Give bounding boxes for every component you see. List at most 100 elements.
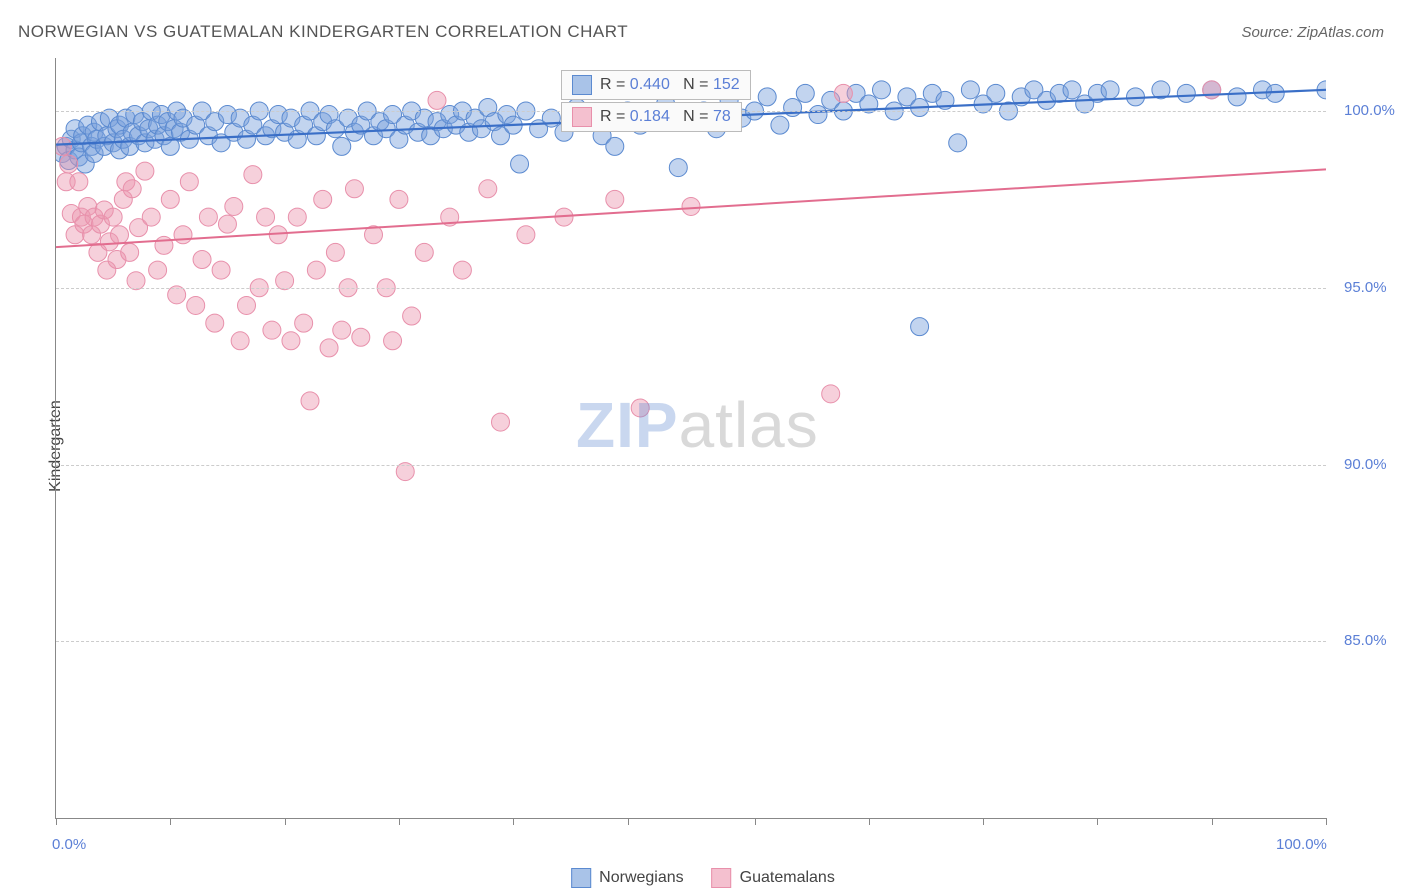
scatter-point (136, 162, 154, 180)
scatter-point (155, 236, 173, 254)
legend-text: R = 0.440 N = 152 (600, 76, 740, 94)
scatter-point (142, 208, 160, 226)
legend-item: Guatemalans (712, 868, 835, 888)
scatter-point (231, 332, 249, 350)
x-tick (170, 818, 171, 825)
x-tick-label: 0.0% (52, 836, 86, 853)
y-tick-label: 90.0% (1344, 456, 1387, 473)
legend-label: Guatemalans (740, 869, 835, 887)
gridline (56, 288, 1326, 289)
legend-text: R = 0.184 N = 78 (600, 108, 731, 126)
scatter-point (238, 296, 256, 314)
x-tick (628, 818, 629, 825)
plot-area: ZIPatlas 85.0%90.0%95.0%100.0%0.0%100.0%… (55, 58, 1326, 819)
scatter-point (282, 332, 300, 350)
correlation-legend: R = 0.184 N = 78 (561, 102, 742, 132)
scatter-point (104, 208, 122, 226)
scatter-point (180, 173, 198, 191)
gridline (56, 465, 1326, 466)
scatter-point (873, 81, 891, 99)
scatter-point (187, 296, 205, 314)
scatter-point (60, 155, 78, 173)
scatter-point (206, 314, 224, 332)
legend-swatch (572, 75, 592, 95)
scatter-point (771, 116, 789, 134)
scatter-point (295, 314, 313, 332)
scatter-point (428, 91, 446, 109)
legend-item: Norwegians (571, 868, 683, 888)
scatter-point (682, 197, 700, 215)
scatter-point (56, 137, 71, 155)
y-tick-label: 85.0% (1344, 632, 1387, 649)
scatter-point (225, 197, 243, 215)
correlation-legend: R = 0.440 N = 152 (561, 70, 751, 100)
x-tick (56, 818, 57, 825)
scatter-point (199, 208, 217, 226)
bottom-legend: Norwegians Guatemalans (571, 868, 835, 888)
scatter-point (758, 88, 776, 106)
scatter-point (949, 134, 967, 152)
legend-swatch (571, 868, 591, 888)
scatter-point (911, 318, 929, 336)
scatter-point (492, 413, 510, 431)
y-tick-label: 95.0% (1344, 279, 1387, 296)
scatter-point (511, 155, 529, 173)
scatter-point (121, 243, 139, 261)
scatter-point (70, 173, 88, 191)
scatter-point (415, 243, 433, 261)
scatter-point (263, 321, 281, 339)
scatter-point (111, 226, 129, 244)
scatter-point (301, 392, 319, 410)
x-tick (755, 818, 756, 825)
x-tick (869, 818, 870, 825)
scatter-point (669, 159, 687, 177)
scatter-point (326, 243, 344, 261)
scatter-point (390, 190, 408, 208)
scatter-point (307, 261, 325, 279)
x-tick (399, 818, 400, 825)
scatter-point (333, 321, 351, 339)
scatter-point (809, 106, 827, 124)
scatter-point (333, 137, 351, 155)
scatter-point (257, 208, 275, 226)
scatter-point (606, 190, 624, 208)
scatter-point (123, 180, 141, 198)
scatter-point (403, 307, 421, 325)
scatter-point (244, 166, 262, 184)
x-tick (285, 818, 286, 825)
legend-label: Norwegians (599, 869, 683, 887)
scatter-point (517, 226, 535, 244)
chart-title: NORWEGIAN VS GUATEMALAN KINDERGARTEN COR… (18, 22, 628, 42)
scatter-point (345, 180, 363, 198)
scatter-point (961, 81, 979, 99)
scatter-point (314, 190, 332, 208)
y-tick-label: 100.0% (1344, 102, 1395, 119)
source-label: Source: ZipAtlas.com (1241, 24, 1384, 41)
legend-swatch (712, 868, 732, 888)
scatter-point (193, 250, 211, 268)
scatter-point (453, 261, 471, 279)
x-tick (1212, 818, 1213, 825)
x-tick (513, 818, 514, 825)
scatter-point (1228, 88, 1246, 106)
scatter-point (161, 190, 179, 208)
scatter-point (212, 261, 230, 279)
scatter-point (822, 385, 840, 403)
scatter-point (174, 226, 192, 244)
scatter-svg (56, 58, 1326, 818)
scatter-point (1101, 81, 1119, 99)
scatter-point (320, 339, 338, 357)
scatter-point (149, 261, 167, 279)
x-tick (1097, 818, 1098, 825)
scatter-point (1177, 84, 1195, 102)
scatter-point (352, 328, 370, 346)
scatter-point (288, 208, 306, 226)
scatter-point (606, 137, 624, 155)
scatter-point (479, 180, 497, 198)
scatter-point (631, 399, 649, 417)
x-tick (1326, 818, 1327, 825)
x-tick-label: 100.0% (1276, 836, 1327, 853)
scatter-point (987, 84, 1005, 102)
legend-swatch (572, 107, 592, 127)
scatter-point (796, 84, 814, 102)
